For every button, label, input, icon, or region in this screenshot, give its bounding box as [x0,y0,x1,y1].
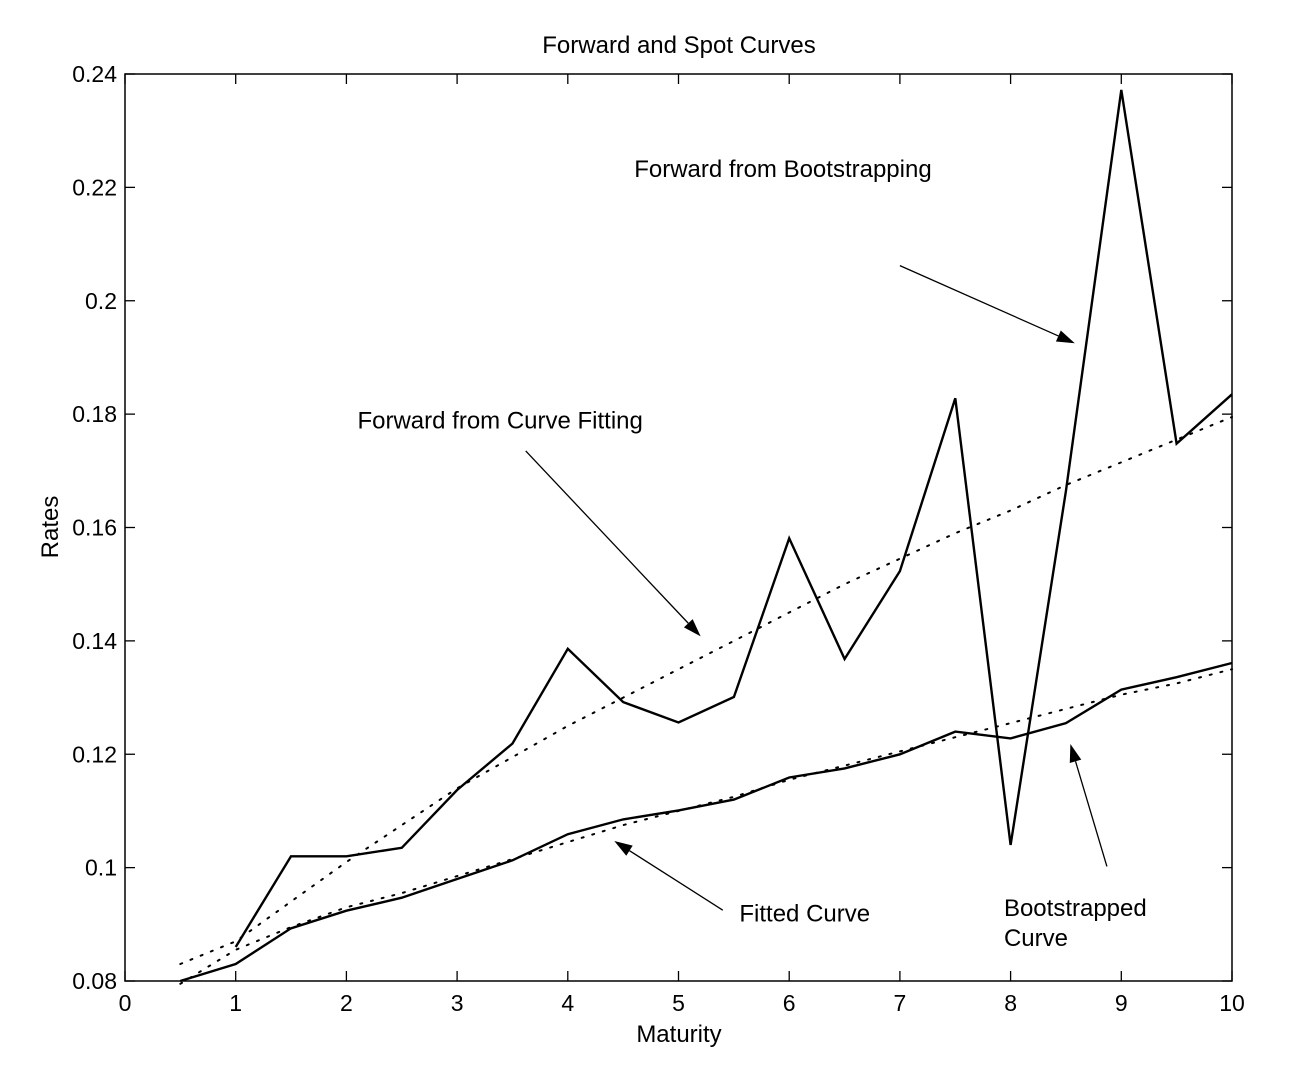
annotation-arrow-head [614,840,633,856]
x-tick-label: 9 [1115,990,1128,1016]
annotation-arrow-head [1055,330,1075,344]
x-tick-label: 4 [561,990,574,1016]
x-tick-label: 0 [119,990,132,1016]
x-tick-label: 8 [1004,990,1017,1016]
y-tick-label: 0.18 [72,401,117,427]
x-tick-label: 6 [783,990,796,1016]
y-tick-label: 0.2 [85,288,117,314]
series-line-bootstrapped-curve [179,661,1233,983]
y-tick-label: 0.12 [72,741,117,767]
plot-area-frame [124,73,1233,982]
annotation-arrow-line [629,850,724,911]
series-line-forward-from-curve-fitting [179,416,1233,965]
annotation-label: Forward from Bootstrapping [634,156,931,183]
x-axis-label: Maturity [636,1021,721,1048]
annotation-label: Curve [1004,925,1068,952]
annotation-layer: Forward from Bootstrapping Forward from C… [357,156,1146,952]
chart-title: Forward and Spot Curves [542,32,815,59]
annotation-arrow-head [1069,744,1082,764]
x-tick-label: 2 [340,990,353,1016]
annotation-label: Forward from Curve Fitting [357,407,642,434]
series-line-forward-from-bootstrapping [234,89,1233,948]
annotation-arrow-head [683,619,701,637]
x-tick-label: 1 [229,990,242,1016]
annotation-arrow-line [1074,761,1108,867]
y-tick-label: 0.1 [85,855,117,881]
x-axis: 0 1 2 3 4 5 6 7 8 9 10 [119,74,1245,1016]
annotation-label: Fitted Curve [739,900,870,927]
y-tick-label: 0.08 [72,968,117,994]
series-layer [179,89,1233,985]
y-tick-label: 0.24 [72,61,117,87]
y-axis-label: Rates [37,496,64,559]
y-tick-label: 0.22 [72,174,117,200]
x-tick-label: 10 [1219,990,1245,1016]
series-line-fitted-curve [179,668,1233,985]
annotation-arrow-line [899,265,1059,337]
annotation-arrow-line [525,450,689,624]
x-tick-label: 7 [894,990,907,1016]
y-axis: 0.08 0.1 0.12 0.14 0.16 0.18 0.2 0.22 0.24 [72,61,1232,994]
annotation-label: Bootstrapped [1004,895,1147,922]
x-tick-label: 3 [451,990,464,1016]
y-tick-label: 0.16 [72,515,117,541]
x-tick-label: 5 [672,990,685,1016]
y-tick-label: 0.14 [72,628,117,654]
